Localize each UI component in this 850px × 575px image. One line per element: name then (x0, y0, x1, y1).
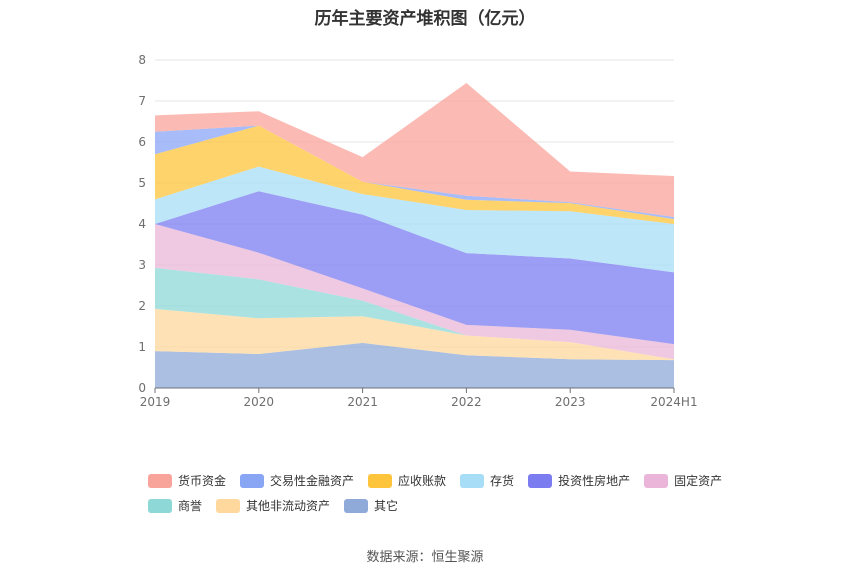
area-7 (155, 125, 674, 224)
y-tick-label: 6 (138, 135, 146, 149)
legend-swatch (240, 473, 265, 488)
axes: 0 1 2 3 4 5 6 7 8 2019 2020 2021 2022 2023 2024H1 (138, 53, 697, 409)
legend-label: 应收账款 (398, 474, 447, 488)
legend-item[interactable]: 应收账款 (368, 472, 446, 489)
legend-label: 存货 (490, 474, 515, 488)
legend-label: 商誉 (178, 499, 203, 513)
legend-label: 其他非流动资产 (246, 499, 331, 513)
legend-item[interactable]: 存货 (460, 472, 514, 489)
legend-swatch (460, 473, 485, 488)
x-tick-label: 2020 (244, 395, 275, 409)
legend-item[interactable]: 投资性房地产 (528, 472, 630, 489)
area-1 (155, 342, 674, 388)
area-6 (155, 166, 674, 273)
legend-swatch (528, 473, 553, 488)
x-tick-label: 2023 (555, 395, 586, 409)
legend-item[interactable]: 其它 (344, 497, 398, 514)
legend-label: 交易性金融资产 (270, 474, 355, 488)
legend-swatch (644, 473, 669, 488)
legend-swatch (148, 473, 172, 488)
area-8 (155, 125, 674, 220)
legend-label: 其它 (374, 499, 399, 513)
y-tick-label: 4 (138, 217, 146, 231)
legend-swatch (148, 498, 172, 513)
legend-swatch (216, 498, 241, 513)
legend-item[interactable]: 商誉 (148, 497, 202, 514)
x-tick-label: 2022 (451, 395, 482, 409)
area-5 (155, 191, 674, 345)
y-tick-label: 7 (138, 94, 146, 108)
area-series (155, 82, 674, 388)
y-tick-label: 2 (138, 299, 146, 313)
legend-item[interactable]: 固定资产 (644, 472, 722, 489)
legend-label: 固定资产 (674, 474, 723, 488)
data-source-note: 数据来源：恒生聚源 (366, 550, 484, 565)
area-4 (155, 224, 674, 360)
y-tick-label: 3 (138, 258, 146, 272)
area-3 (155, 267, 674, 360)
area-9 (155, 82, 674, 218)
x-tick-label: 2019 (140, 395, 171, 409)
legend-item[interactable]: 交易性金融资产 (240, 472, 354, 489)
chart-title: 历年主要资产堆积图（亿元） (314, 9, 536, 29)
legend-label: 投资性房地产 (558, 474, 631, 488)
legend-label: 货币资金 (178, 474, 227, 488)
legend-item[interactable]: 货币资金 (148, 472, 226, 489)
y-tick-label: 0 (138, 381, 146, 395)
y-tick-label: 1 (138, 340, 146, 354)
legend: 货币资金 交易性金融资产 应收账款 存货 投资性房地产 固定资产商誉 其他非流动资产 其它 (148, 472, 728, 514)
y-tick-label: 8 (138, 53, 146, 67)
legend-swatch (368, 473, 393, 488)
area-2 (155, 308, 674, 361)
legend-swatch (344, 498, 369, 513)
x-tick-label: 2024H1 (650, 395, 697, 409)
y-tick-label: 5 (138, 176, 146, 190)
legend-item[interactable]: 其他非流动资产 (216, 497, 330, 514)
x-tick-label: 2021 (347, 395, 378, 409)
